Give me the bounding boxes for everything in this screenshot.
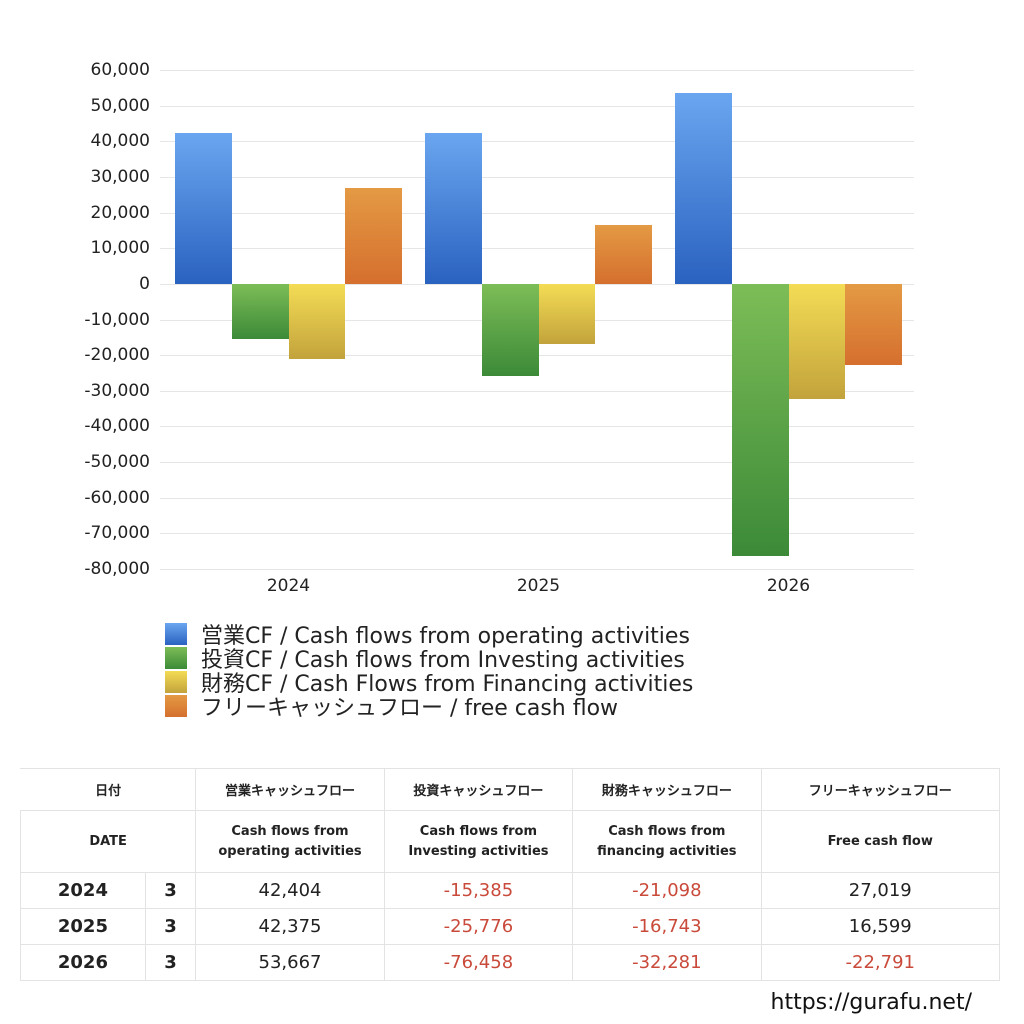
x-axis-tick-label: 2025 [516,576,561,596]
y-axis-tick-label: 50,000 [90,95,150,116]
row-investing: -25,776 [383,908,574,945]
row-investing: -15,385 [383,872,574,909]
bar-2025-series-0 [425,132,482,284]
y-axis-tick-label: 0 [139,273,150,294]
legend-label: フリーキャッシュフロー / free cash flow [201,696,619,721]
row-operating: 42,375 [195,908,385,945]
header-financing-en: Cash flows from financing activities [572,810,762,873]
bar-2026-series-0 [675,92,732,284]
legend-item-operating: 営業CF / Cash flows from operating activit… [165,622,693,649]
header-investing-en: Cash flows from Investing activities [383,810,574,873]
y-axis-tick-label: 10,000 [90,238,150,259]
gridline [160,141,914,143]
y-axis-tick-label: -20,000 [84,345,150,366]
row-financing: -32,281 [572,944,762,981]
row-month: 3 [144,872,197,909]
legend-item-financing: 財務CF / Cash Flows from Financing activit… [165,670,693,697]
legend-item-investing: 投資CF / Cash flows from Investing activit… [165,646,693,673]
gridline [160,569,914,570]
header-operating-en-text: Cash flows from operating activities [218,823,362,859]
cash-flow-bar-chart: 60,000 50,000 40,000 30,000 20,000 10,000 0 -10… [84,60,914,596]
bar-2024-series-2 [288,283,346,360]
bar-2024-series-1 [231,283,289,339]
y-axis-tick-label: 30,000 [90,166,150,187]
legend-item-free-cash-flow: フリーキャッシュフロー / free cash flow [165,694,693,721]
header-financing-en-text: Cash flows from financing activities [597,823,737,859]
table-row: 2026 3 53,667 -76,458 -32,281 -22,791 [20,944,1001,981]
legend-swatch-green-icon [165,647,187,669]
y-axis-tick-label: -60,000 [84,487,150,508]
gridline [160,105,914,107]
row-investing: -76,458 [383,944,574,981]
y-axis-tick-label: -80,000 [84,559,150,579]
y-axis-tick-label: -40,000 [84,416,150,437]
header-free-jp: フリーキャッシュフロー [760,768,1001,811]
gridline [160,176,914,178]
bar-2024-series-3 [345,187,402,284]
bar-2025-series-3 [595,224,652,284]
legend-swatch-blue-icon [165,623,187,645]
table-header-en: DATE Cash flows from operating activitie… [19,810,1001,873]
gridline [160,212,914,214]
header-date-en: DATE [19,810,197,873]
gridline [160,533,914,535]
x-axis-tick-label: 2024 [266,576,311,596]
bar-2026-series-3 [845,283,902,366]
y-axis-tick-label: 20,000 [90,202,150,223]
gridline [160,390,914,392]
header-investing-jp: 投資キャッシュフロー [383,768,574,811]
table-row: 2024 3 42,404 -15,385 -21,098 27,019 [20,872,1001,909]
row-free: -22,791 [760,944,1001,981]
y-axis-tick-label: 40,000 [90,131,150,152]
table-row: 2025 3 42,375 -25,776 -16,743 16,599 [20,908,1001,945]
table-header-jp: 日付 営業キャッシュフロー 投資キャッシュフロー 財務キャッシュフロー フリーキ… [19,768,1001,811]
row-year: 2026 [20,944,146,981]
header-financing-jp: 財務キャッシュフロー [572,768,762,811]
y-axis-tick-label: -10,000 [84,309,150,330]
bar-2026-series-2 [788,283,846,399]
legend-label: 財務CF / Cash Flows from Financing activit… [201,672,694,697]
legend-label: 営業CF / Cash flows from operating activit… [201,624,690,649]
legend-label: 投資CF / Cash flows from Investing activit… [201,648,685,673]
cash-flow-table: 日付 営業キャッシュフロー 投資キャッシュフロー 財務キャッシュフロー フリーキ… [19,768,1001,981]
row-free: 27,019 [760,872,1001,909]
gridline [160,426,914,428]
y-axis-tick-label: -70,000 [84,523,150,544]
row-financing: -16,743 [572,908,762,945]
bar-2026-series-1 [731,283,789,557]
legend-swatch-orange-icon [165,695,187,717]
header-free-en: Free cash flow [760,810,1001,873]
row-year: 2025 [20,908,146,945]
header-operating-en: Cash flows from operating activities [195,810,385,873]
row-month: 3 [144,908,197,945]
header-date-jp: 日付 [19,768,197,811]
bar-2024-series-0 [175,132,232,284]
x-axis-tick-label: 2026 [766,576,811,596]
row-financing: -21,098 [572,872,762,909]
bar-2025-series-1 [481,283,539,376]
row-year: 2024 [20,872,146,909]
chart-legend: 営業CF / Cash flows from operating activit… [165,622,693,721]
header-operating-jp: 営業キャッシュフロー [195,768,385,811]
row-free: 16,599 [760,908,1001,945]
legend-swatch-yellow-icon [165,671,187,693]
bar-2025-series-2 [538,283,596,344]
y-axis-tick-label: -50,000 [84,452,150,473]
gridline [160,70,914,71]
header-investing-en-text: Cash flows from Investing activities [408,823,549,859]
gridline [160,248,914,250]
gridline [160,462,914,464]
row-operating: 42,404 [195,872,385,909]
row-month: 3 [144,944,197,981]
site-url-link[interactable]: https://gurafu.net/ [770,990,973,1015]
row-operating: 53,667 [195,944,385,981]
gridline [160,497,914,499]
y-axis-tick-label: 60,000 [90,60,150,80]
y-axis-tick-label: -30,000 [84,380,150,401]
